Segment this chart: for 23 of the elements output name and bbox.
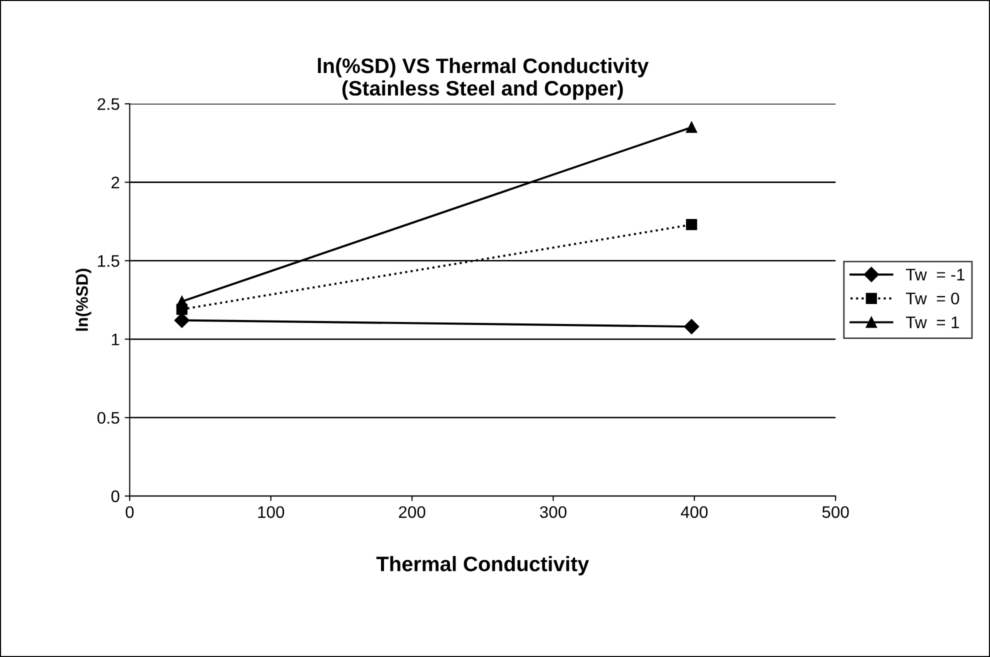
legend-label: Tw = -1 — [906, 268, 964, 280]
x-tick-label: 400 — [680, 506, 708, 518]
x-tick-label: 100 — [258, 506, 284, 518]
point — [684, 319, 700, 334]
legend-label: Tw = 0 — [906, 292, 960, 304]
y-tick-label: 2 — [112, 176, 120, 188]
y-tick-label: 0.5 — [97, 412, 120, 424]
point — [686, 219, 698, 230]
y-tick-label: 2.5 — [98, 98, 120, 110]
point — [174, 312, 190, 328]
x-axis-title: Thermal Conductivity — [376, 556, 590, 576]
y-tick-label: 0 — [111, 490, 120, 502]
legend-label: Tw = 1 — [906, 316, 959, 328]
x-tick-label: 300 — [540, 506, 566, 518]
point — [176, 296, 188, 308]
x-tick-label: 200 — [398, 506, 426, 518]
chart-title: ln(%SD) VS Thermal Conductivity (Stainless Steel and Copper) — [318, 58, 649, 100]
x-tick-label: 0 — [126, 506, 134, 518]
point — [686, 122, 698, 133]
y-tick-label: 1.5 — [98, 255, 120, 267]
x-tick-label: 500 — [822, 506, 849, 518]
y-axis-title: ln(%SD) — [76, 268, 92, 331]
y-tick-label: 1 — [112, 334, 120, 346]
